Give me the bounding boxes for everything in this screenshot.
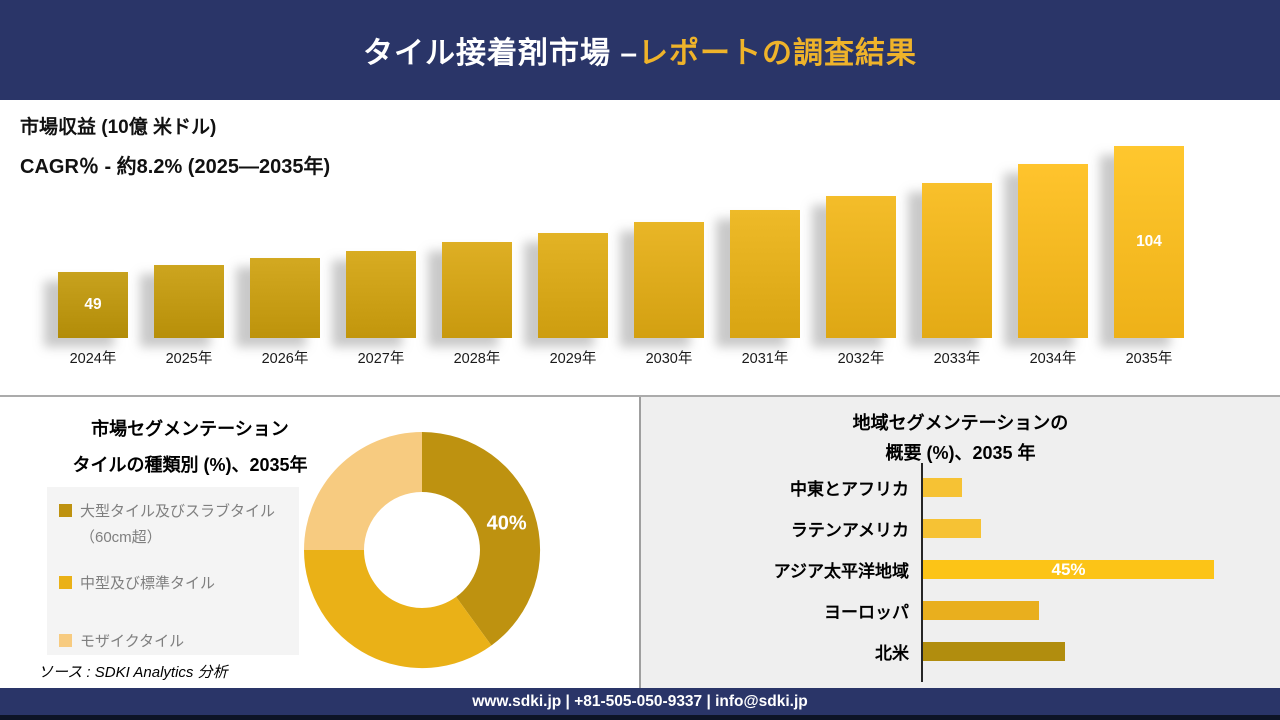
revenue-bar-group: 2029年	[538, 146, 608, 367]
revenue-bar	[730, 210, 800, 338]
revenue-axis-title: 市場収益 (10億 米ドル)	[20, 117, 217, 138]
region-label: アジア太平洋地域	[773, 562, 909, 581]
legend-swatch-icon	[59, 504, 72, 517]
revenue-bar	[538, 233, 608, 338]
revenue-bar: 49	[58, 272, 128, 338]
revenue-bar-group: 2030年	[634, 146, 704, 367]
regional-title: 地域セグメンテーションの	[852, 413, 1069, 433]
legend-item: 大型タイル及びスラブタイル （60cm超）	[59, 499, 299, 551]
region-row: アジア太平洋地域 45%	[774, 549, 1214, 590]
year-axis-label: 2032年	[837, 351, 885, 367]
revenue-chart-section: 市場収益 (10億 米ドル) CAGR％ - 約8.2% (2025―2035年…	[0, 100, 1280, 397]
year-axis-label: 2029年	[549, 351, 597, 367]
legend-item: モザイクタイル	[59, 629, 299, 655]
donut-segment	[304, 432, 422, 550]
region-bar: 45%	[923, 560, 1214, 579]
revenue-bar	[346, 251, 416, 338]
regional-bar-chart: 中東とアフリカ ラテンアメリカアジア太平洋地域 45% ヨーロッパ北米	[774, 463, 1214, 682]
donut-segment	[422, 431, 541, 646]
year-axis-label: 2034年	[1029, 351, 1077, 367]
revenue-bar	[442, 242, 512, 338]
revenue-bar-group: 104 2035年	[1114, 146, 1184, 367]
revenue-bar-group: 2026年	[250, 146, 320, 367]
tile-type-donut-chart: 40%	[303, 431, 541, 669]
donut-value-label: 40%	[487, 512, 527, 534]
revenue-bar	[154, 265, 224, 338]
legend-item: 中型及び標準タイル	[59, 571, 299, 597]
legend-swatch-icon	[59, 634, 72, 647]
revenue-bar: 104	[1114, 146, 1184, 338]
regional-panel: 地域セグメンテーションの 概要 (%)、2035 年 中東とアフリカ ラテンアメリ…	[641, 397, 1280, 688]
revenue-bar-group: 2032年	[826, 146, 896, 367]
region-bar	[923, 642, 1065, 661]
region-bar	[923, 601, 1039, 620]
revenue-bar	[250, 258, 320, 338]
year-axis-label: 2030年	[645, 351, 693, 367]
region-row: 北米	[875, 631, 1214, 672]
page-title: タイル接着剤市場 –レポートの調査結果	[363, 28, 917, 72]
revenue-bar-value-label: 104	[1136, 233, 1162, 250]
region-row: ヨーロッパ	[824, 590, 1214, 631]
revenue-bar-group: 2028年	[442, 146, 512, 367]
year-axis-label: 2035年	[1125, 351, 1173, 367]
revenue-bar-group: 49 2024年	[58, 146, 128, 367]
region-label: 北米	[875, 644, 909, 663]
legend-label: 中型及び標準タイル	[80, 575, 216, 592]
source-note: ソース : SDKI Analytics 分析	[38, 664, 228, 681]
legend-label-line2: （60cm超）	[80, 529, 162, 546]
legend-label: 大型タイル及びスラブタイル	[80, 503, 276, 520]
revenue-bar-group: 2027年	[346, 146, 416, 367]
cagr-note: CAGR％ - 約8.2% (2025―2035年)	[20, 156, 331, 178]
legend-label: モザイクタイル	[80, 633, 185, 650]
year-axis-label: 2024年	[69, 351, 117, 367]
year-axis-label: 2033年	[933, 351, 981, 367]
region-bar	[923, 478, 962, 497]
donut-segment	[303, 550, 492, 669]
year-axis-label: 2026年	[261, 351, 309, 367]
revenue-bar-chart: 49 2024年 2025年 2026年 2027年 2028年 2029年 2030年 203…	[58, 146, 1184, 367]
year-axis-label: 2028年	[453, 351, 501, 367]
bottom-panels: 市場セグメンテーション タイルの種類別 (%)、2035年 大型タイル及びスラブ…	[0, 397, 1280, 688]
revenue-bar	[1018, 164, 1088, 338]
region-row: ラテンアメリカ	[791, 508, 1214, 549]
revenue-bar-group: 2025年	[154, 146, 224, 367]
revenue-bar-group: 2031年	[730, 146, 800, 367]
regional-subtitle: 概要 (%)、2035 年	[885, 443, 1036, 463]
region-bar-value-label: 45%	[1051, 559, 1086, 579]
revenue-bar-group: 2034年	[1018, 146, 1088, 367]
year-axis-label: 2025年	[165, 351, 213, 367]
year-axis-label: 2027年	[357, 351, 405, 367]
page-title-market: タイル接着剤市場 –	[362, 37, 639, 70]
region-row: 中東とアフリカ	[790, 467, 1214, 508]
revenue-bar	[634, 222, 704, 338]
region-label: ラテンアメリカ	[790, 521, 909, 540]
revenue-bar-group: 2033年	[922, 146, 992, 367]
segmentation-title: 市場セグメンテーション	[91, 419, 289, 439]
page-title-report: レポートの調査結果	[638, 37, 918, 70]
legend-swatch-icon	[59, 576, 72, 589]
report-footer: www.sdki.jp | +81-505-050-9337 | info@sd…	[0, 688, 1280, 720]
revenue-bar-value-label: 49	[84, 296, 102, 313]
revenue-bar	[826, 196, 896, 338]
report-header: タイル接着剤市場 –レポートの調査結果	[0, 0, 1280, 100]
segmentation-panel: 市場セグメンテーション タイルの種類別 (%)、2035年 大型タイル及びスラブ…	[0, 397, 641, 688]
year-axis-label: 2031年	[741, 351, 789, 367]
segmentation-subtitle: タイルの種類別 (%)、2035年	[72, 455, 308, 475]
region-label: ヨーロッパ	[824, 603, 909, 622]
segmentation-legend: 大型タイル及びスラブタイル （60cm超） 中型及び標準タイル モザイクタイル	[47, 487, 299, 655]
footer-contact-text: www.sdki.jp | +81-505-050-9337 | info@sd…	[472, 692, 808, 710]
region-bar	[923, 519, 981, 538]
region-label: 中東とアフリカ	[790, 480, 909, 499]
revenue-bar	[922, 183, 992, 338]
